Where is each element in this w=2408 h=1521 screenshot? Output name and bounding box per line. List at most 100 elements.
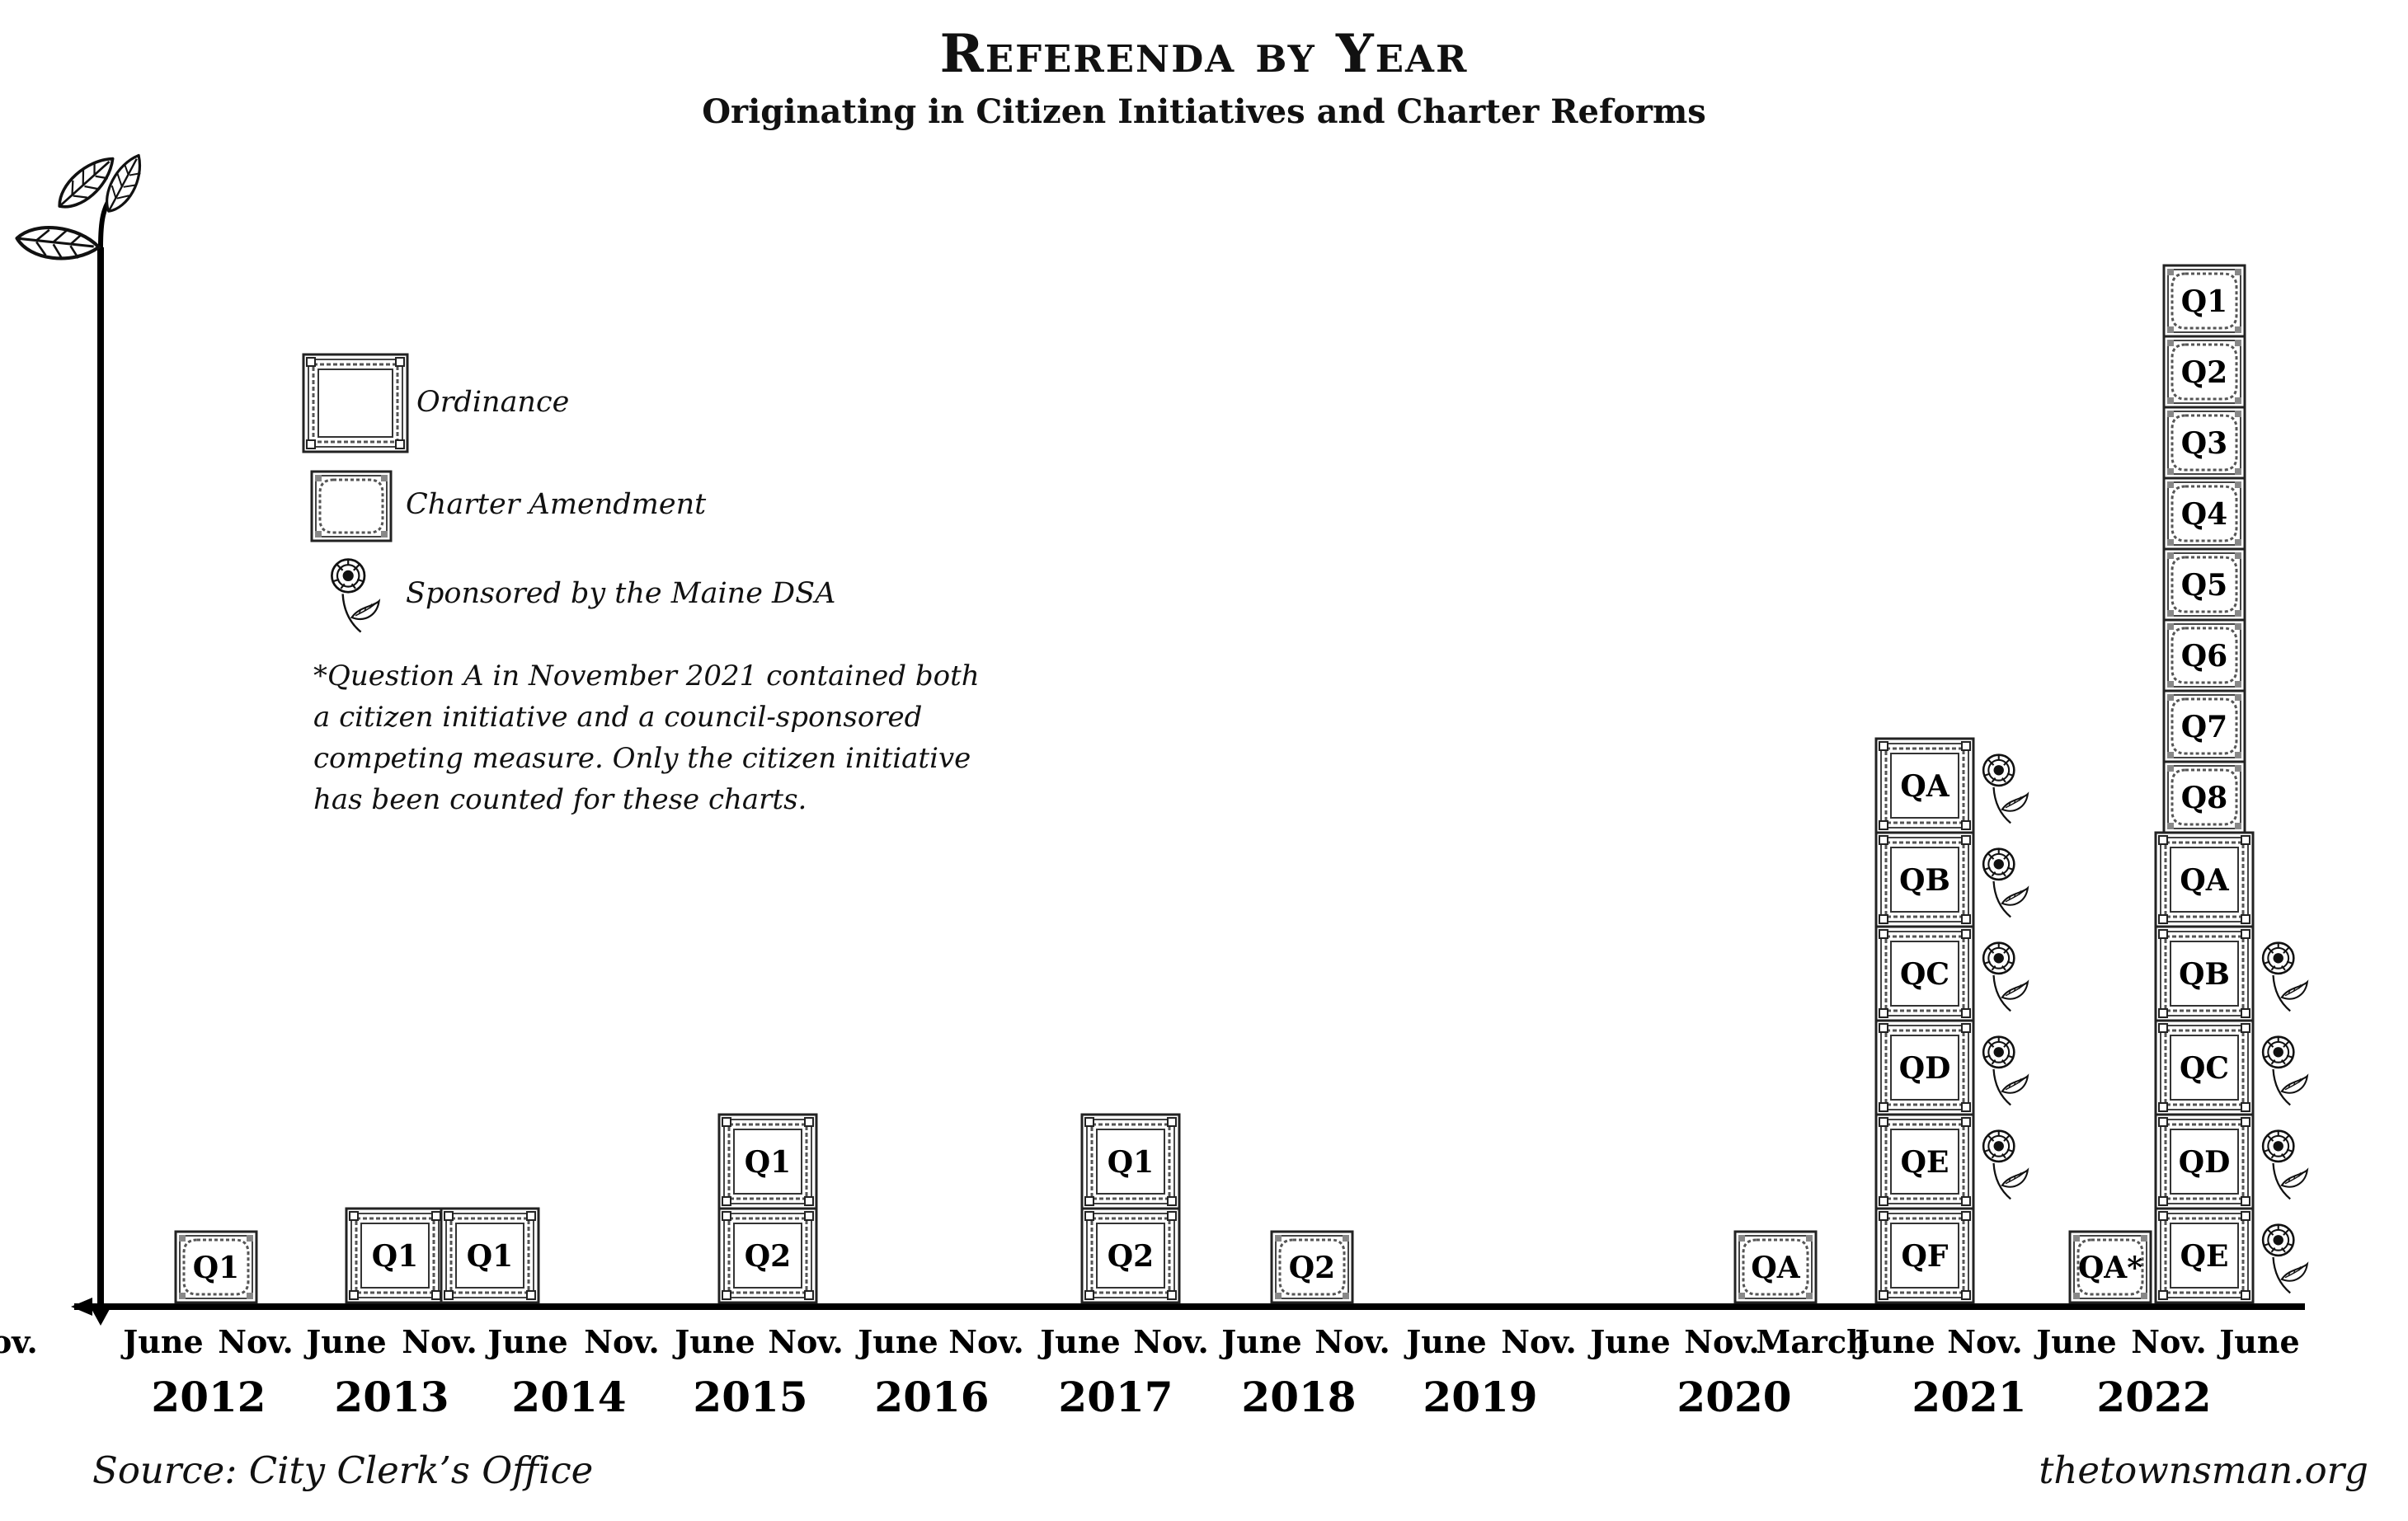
month-tick-label: Nov.	[402, 1323, 477, 1360]
referendum-label: QA	[1751, 1251, 1800, 1285]
referendum-mark	[440, 1207, 540, 1304]
year-tick-label: 2022	[2096, 1373, 2211, 1421]
referendum-mark	[717, 1207, 818, 1304]
month-tick-label: Nov.	[1501, 1323, 1577, 1360]
y-axis-arrow	[92, 1309, 110, 1326]
referendum-label: QC	[2180, 1051, 2229, 1086]
referendum-mark	[1733, 1230, 1818, 1304]
dsa-rose-icon	[2261, 1035, 2309, 1106]
dsa-rose-icon	[2261, 941, 2309, 1012]
month-tick-label: Nov.	[584, 1323, 660, 1360]
referendum-mark	[1874, 737, 1975, 834]
month-tick-label: June	[1037, 1323, 1120, 1360]
month-tick-label: June	[1852, 1323, 1935, 1360]
legend-label-dsa: Sponsored by the Maine DSA	[406, 577, 836, 610]
month-tick-label: Nov.	[0, 1323, 38, 1360]
sprout-icon	[15, 148, 152, 265]
month-tick-label: June	[2217, 1323, 2299, 1360]
chart-title: Referenda by Year	[939, 23, 1469, 85]
month-tick-label: June	[855, 1323, 938, 1360]
referendum-mark	[2162, 689, 2246, 763]
dsa-rose-icon	[2261, 1223, 2309, 1294]
dsa-rose-icon	[1982, 847, 2029, 918]
year-tick-label: 2017	[1058, 1373, 1173, 1421]
month-tick-label: Nov.	[948, 1323, 1024, 1360]
referendum-label: Q1	[2181, 284, 2227, 319]
month-tick-label: June	[303, 1323, 386, 1360]
referendum-label: Q5	[2181, 568, 2227, 603]
year-labels: 2012 2013 2014 2015 2016 2017 2018 2019 2020 2021…	[151, 1373, 2211, 1421]
legend-icon-dsa	[331, 558, 380, 633]
referendum-mark	[2162, 476, 2246, 551]
month-tick-label: June	[2034, 1323, 2116, 1360]
referendum-label: Q1	[193, 1251, 239, 1285]
dsa-rose-icon	[1982, 1035, 2029, 1106]
referendum-label: Q1	[467, 1239, 513, 1274]
chart-marks: Q1 Q1 Q1 Q2 Q1 Q2 Q1 Q2 QA QF QE QD QC QB QA QA* QE QD QC Q…	[174, 264, 2309, 1304]
referendum-label: QD	[2179, 1145, 2231, 1180]
referendum-mark	[2068, 1230, 2152, 1304]
referendum-mark	[2162, 618, 2246, 692]
legend-icon-ordinance	[302, 353, 409, 453]
dsa-rose-icon	[1982, 1129, 2029, 1200]
year-tick-label: 2014	[511, 1373, 626, 1421]
referendum-label: QB	[2179, 957, 2230, 992]
dsa-rose-icon	[1982, 941, 2029, 1012]
referendum-label: Q2	[1108, 1239, 1154, 1274]
referendum-label: QC	[1900, 957, 1949, 992]
x-axis-arrow	[71, 1298, 92, 1316]
referendum-label: QB	[1899, 863, 1950, 898]
year-tick-label: 2013	[334, 1373, 449, 1421]
year-tick-label: 2015	[693, 1373, 807, 1421]
referendum-mark	[2154, 1113, 2255, 1210]
month-tick-label: June	[672, 1323, 755, 1360]
year-tick-label: 2021	[1912, 1373, 2026, 1421]
referendum-mark	[2162, 547, 2246, 622]
year-tick-label: 2019	[1423, 1373, 1537, 1421]
referendum-label: QA	[1900, 769, 1949, 804]
referendum-label: Q4	[2181, 497, 2227, 532]
referendum-mark	[2154, 1019, 2255, 1116]
month-tick-label: June	[1587, 1323, 1670, 1360]
referendum-mark	[1270, 1230, 1354, 1304]
referendum-label: QA	[2180, 863, 2229, 898]
month-tick-label: Nov.	[768, 1323, 844, 1360]
chart-axes	[15, 148, 2305, 1326]
month-tick-label: March	[1756, 1323, 1869, 1360]
month-tick-label: June	[1404, 1323, 1486, 1360]
referendum-mark	[1874, 925, 1975, 1022]
referendum-mark	[1080, 1113, 1181, 1210]
site-credit: thetownsman.org	[2039, 1448, 2368, 1492]
referendum-mark	[1874, 831, 1975, 928]
month-tick-label: June	[485, 1323, 567, 1360]
source-credit: Source: City Clerk’s Office	[92, 1448, 594, 1492]
legend-icons	[302, 353, 409, 633]
referendum-label: Q3	[2181, 426, 2227, 461]
year-tick-label: 2018	[1241, 1373, 1356, 1421]
month-tick-label: Nov.	[218, 1323, 294, 1360]
referendum-mark	[1080, 1207, 1181, 1304]
referendum-mark	[2162, 264, 2246, 338]
month-tick-label: Nov.	[1315, 1323, 1390, 1360]
month-tick-label: Nov.	[1133, 1323, 1209, 1360]
referendum-label: QE	[1901, 1145, 1949, 1180]
month-labels: June Nov. June Nov. June Nov. June Nov. June Nov.…	[0, 1323, 2300, 1360]
referendum-mark	[2162, 406, 2246, 480]
referendum-label: Q6	[2181, 639, 2227, 674]
referendum-label: Q1	[372, 1239, 418, 1274]
referendum-label: Q2	[2181, 355, 2227, 390]
legend-label-ordinance: Ordinance	[416, 386, 570, 419]
month-tick-label: Nov.	[1684, 1323, 1760, 1360]
referendum-mark	[2154, 925, 2255, 1022]
month-tick-label: June	[120, 1323, 203, 1360]
chart-subtitle: Originating in Citizen Initiatives and C…	[702, 92, 1706, 131]
month-tick-label: Nov.	[2131, 1323, 2207, 1360]
dsa-rose-icon	[1982, 753, 2029, 824]
referendum-label: Q1	[1108, 1145, 1154, 1180]
referendum-mark	[1874, 1113, 1975, 1210]
year-tick-label: 2016	[874, 1373, 989, 1421]
year-tick-label: 2012	[151, 1373, 266, 1421]
chart-note: *Question A in November 2021 contained b…	[313, 660, 980, 816]
referendum-label: QD	[1899, 1051, 1951, 1086]
